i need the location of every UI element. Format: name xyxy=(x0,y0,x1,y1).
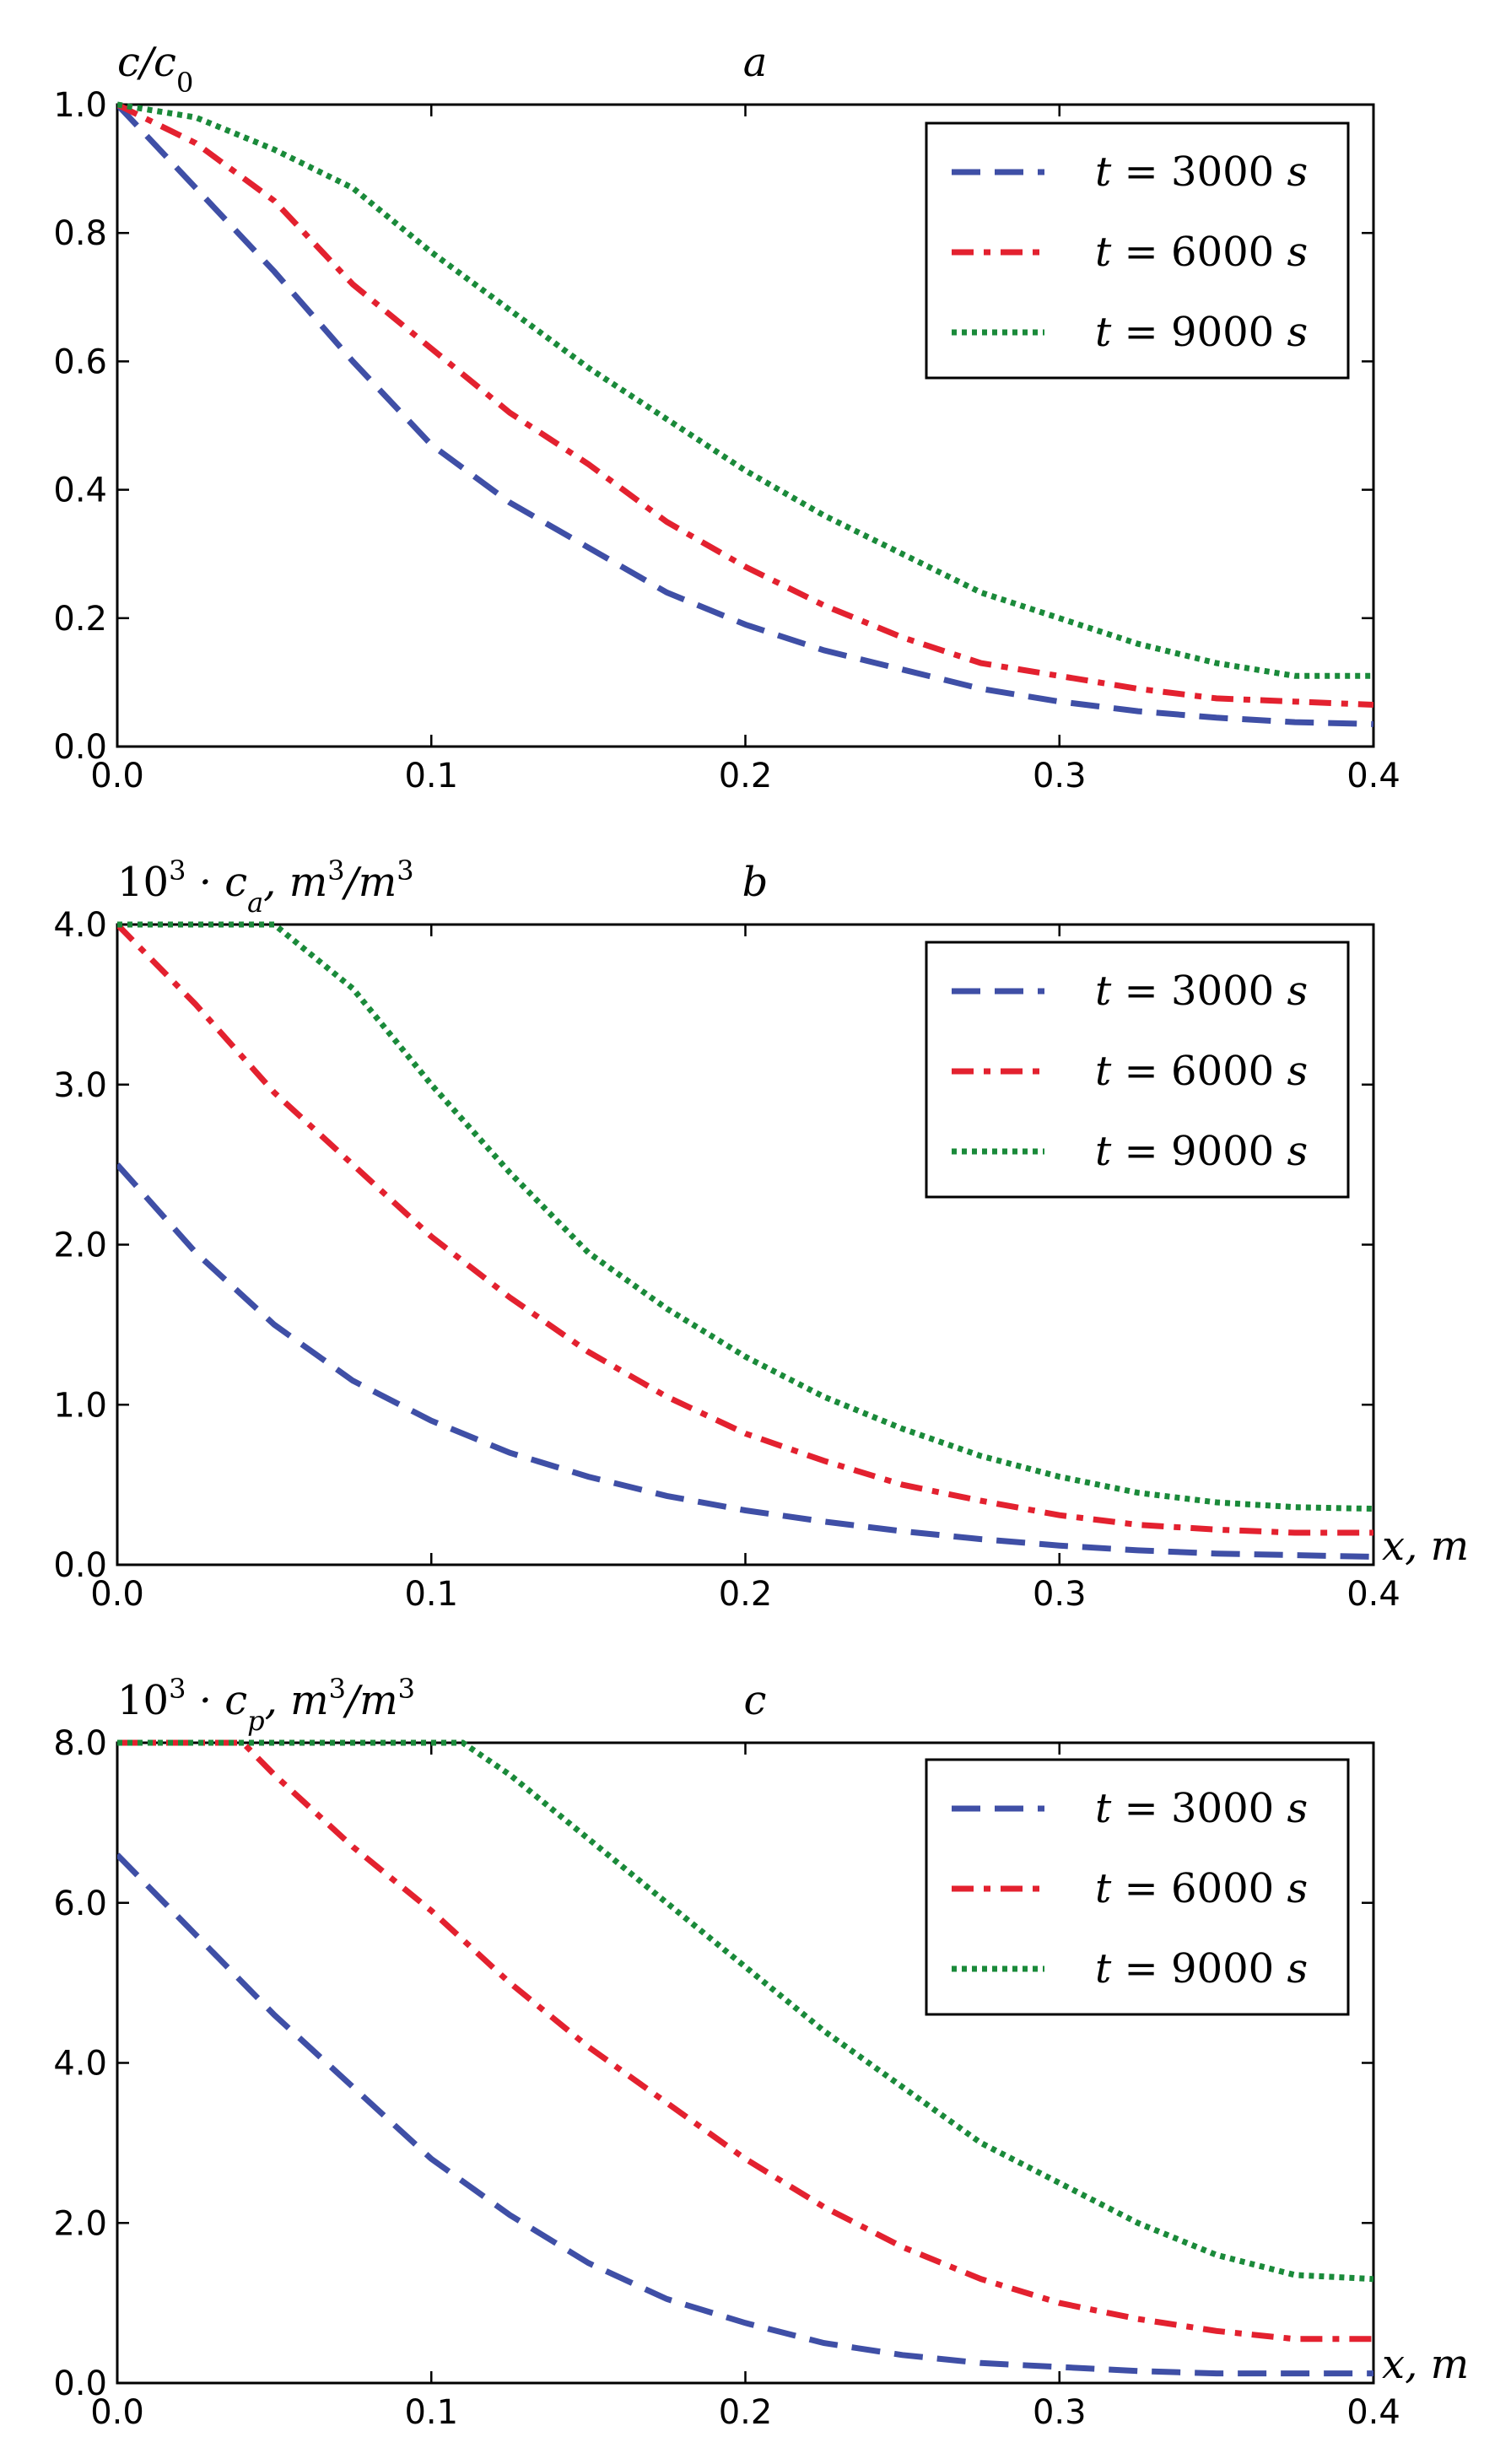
series-line-t6000 xyxy=(117,1739,1373,2343)
legend-label-t3000: t = 3000 s xyxy=(1095,148,1308,196)
x-tick-label: 0.1 xyxy=(404,2393,458,2432)
legend-label-t3000: t = 3000 s xyxy=(1095,1785,1308,1832)
legend: t = 3000 s t = 6000 s t = 9000 s xyxy=(925,121,1350,380)
x-tick-label: 0.0 xyxy=(90,1575,144,1614)
legend: t = 3000 s t = 6000 s t = 9000 s xyxy=(925,1758,1350,2016)
x-tick-label: 0.4 xyxy=(1346,2393,1400,2432)
y-tick-label: 8.0 xyxy=(53,1724,107,1763)
legend-box xyxy=(925,1758,1350,2016)
y-tick-label: 0.0 xyxy=(53,728,107,767)
legend-label-t6000: t = 6000 s xyxy=(1095,1865,1308,1912)
series-line-t3000 xyxy=(117,1162,1373,1560)
legend-label-t9000: t = 9000 s xyxy=(1095,1128,1308,1175)
legend-label-t6000: t = 6000 s xyxy=(1095,229,1308,276)
x-tick-label: 0.2 xyxy=(719,1575,773,1614)
x-tick-label: 0.4 xyxy=(1346,757,1400,795)
legend-label-t9000: t = 9000 s xyxy=(1095,1945,1308,1992)
chart-panel-c: 0.0 0.1 0.2 0.3 0.4 0.0 2.0 4.0 6.0 8.0 103 · cp, … xyxy=(53,1673,1469,2432)
legend-label-t3000: t = 3000 s xyxy=(1095,968,1308,1015)
y-tick-label: 2.0 xyxy=(53,1227,107,1265)
y-tick-label: 1.0 xyxy=(53,1386,107,1425)
x-axis-label: x, m xyxy=(1382,2341,1469,2388)
x-tick-label: 0.2 xyxy=(719,757,773,795)
y-tick-label: 0.2 xyxy=(53,600,107,639)
y-tick-label: 0.0 xyxy=(53,1546,107,1585)
legend-label-t6000: t = 6000 s xyxy=(1095,1048,1308,1095)
x-tick-label: 0.2 xyxy=(719,2393,773,2432)
panel-label: a xyxy=(743,39,768,86)
y-tick-label: 0.4 xyxy=(53,472,107,510)
legend-label-t9000: t = 9000 s xyxy=(1095,309,1308,356)
series-line-t3000 xyxy=(117,102,1373,727)
x-tick-label: 0.3 xyxy=(1033,2393,1087,2432)
x-tick-label: 0.3 xyxy=(1033,1575,1087,1614)
series-line-t3000 xyxy=(117,1852,1373,2377)
y-tick-label: 0.8 xyxy=(53,214,107,253)
y-tick-label: 3.0 xyxy=(53,1066,107,1105)
panel-label: c xyxy=(744,1677,767,1724)
y-tick-label: 0.6 xyxy=(53,342,107,381)
y-tick-label: 4.0 xyxy=(53,2045,107,2084)
y-tick-label: 6.0 xyxy=(53,1884,107,1923)
x-tick-label: 0.3 xyxy=(1033,757,1087,795)
y-axis-label: c/c0 xyxy=(117,39,193,99)
x-tick-label: 0.4 xyxy=(1346,1575,1400,1614)
x-tick-label: 0.0 xyxy=(90,757,144,795)
legend-box xyxy=(925,121,1350,380)
y-axis-label: 103 · ca, m3/m3 xyxy=(117,855,414,919)
chart-panel-b: 0.0 0.1 0.2 0.3 0.4 0.0 1.0 2.0 3.0 4.0 103 · ca, … xyxy=(53,855,1469,1614)
series-line-t6000 xyxy=(117,922,1373,1536)
chart-panel-a: 0.0 0.1 0.2 0.3 0.4 0.0 0.2 0.4 0.6 0.8 1.0 c/c0 a t … xyxy=(53,39,1400,795)
x-tick-label: 0.1 xyxy=(404,1575,458,1614)
y-tick-label: 2.0 xyxy=(53,2204,107,2243)
y-axis-label: 103 · cp, m3/m3 xyxy=(117,1673,415,1737)
x-tick-label: 0.1 xyxy=(404,757,458,795)
legend-box xyxy=(925,941,1350,1199)
series-line-t6000 xyxy=(117,101,1373,708)
legend: t = 3000 s t = 6000 s t = 9000 s xyxy=(925,941,1350,1199)
y-tick-label: 4.0 xyxy=(53,906,107,945)
panel-label: b xyxy=(742,859,769,906)
series-line-t9000 xyxy=(117,1739,1373,2283)
y-tick-label: 0.0 xyxy=(53,2364,107,2403)
series-line-t9000 xyxy=(117,921,1373,1512)
x-tick-label: 0.0 xyxy=(90,2393,144,2432)
y-tick-label: 1.0 xyxy=(53,86,107,125)
x-axis-label: x, m xyxy=(1382,1523,1469,1570)
